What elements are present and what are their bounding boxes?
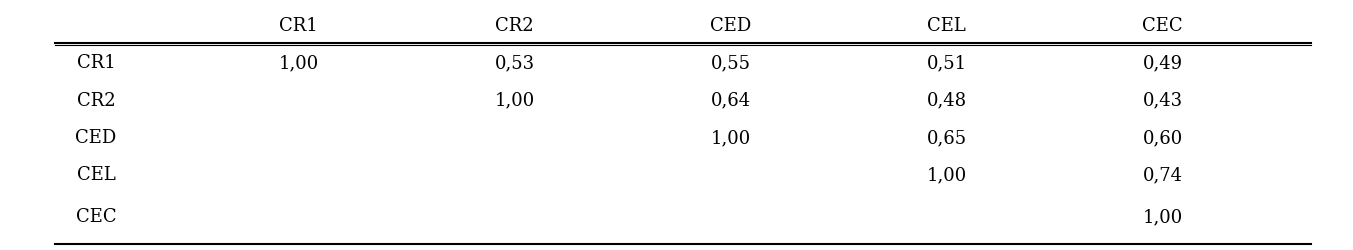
Text: 0,49: 0,49 (1142, 54, 1183, 72)
Text: 0,43: 0,43 (1142, 91, 1183, 109)
Text: CEC: CEC (1142, 17, 1183, 35)
Text: CR2: CR2 (495, 17, 534, 35)
Text: 0,60: 0,60 (1142, 128, 1183, 146)
Text: 1,00: 1,00 (927, 166, 966, 184)
Text: CR1: CR1 (279, 17, 318, 35)
Text: 0,48: 0,48 (927, 91, 966, 109)
Text: 1,00: 1,00 (710, 128, 751, 146)
Text: 0,53: 0,53 (494, 54, 534, 72)
Text: CEC: CEC (76, 208, 116, 226)
Text: 1,00: 1,00 (494, 91, 534, 109)
Text: CEL: CEL (77, 166, 115, 184)
Text: 0,74: 0,74 (1142, 166, 1183, 184)
Text: 0,51: 0,51 (927, 54, 966, 72)
Text: CEL: CEL (927, 17, 966, 35)
Text: CR1: CR1 (77, 54, 115, 72)
Text: 1,00: 1,00 (1142, 208, 1183, 226)
Text: CR2: CR2 (77, 91, 115, 109)
Text: 1,00: 1,00 (279, 54, 318, 72)
Text: 0,64: 0,64 (710, 91, 751, 109)
Text: 0,55: 0,55 (710, 54, 751, 72)
Text: 0,65: 0,65 (927, 128, 966, 146)
Text: CED: CED (710, 17, 751, 35)
Text: CED: CED (76, 128, 116, 146)
